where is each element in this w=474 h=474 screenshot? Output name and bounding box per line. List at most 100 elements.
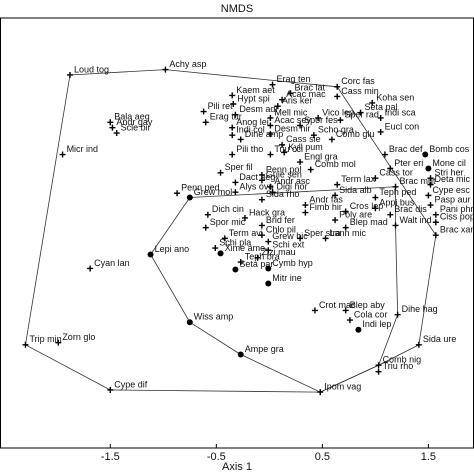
- species-point: [265, 238, 272, 245]
- species-point: [297, 122, 304, 129]
- point-label: Desm adi: [239, 104, 277, 114]
- point-label: Hypt spi: [237, 93, 270, 103]
- species-point: [375, 362, 382, 369]
- species-point: [230, 101, 237, 107]
- point-label: Sida alb: [339, 185, 372, 195]
- species-point: [307, 166, 314, 173]
- species-point: [315, 114, 322, 121]
- species-point: [267, 114, 274, 121]
- point-label: Comb nig: [383, 355, 422, 365]
- point-label: Indi col: [236, 125, 265, 135]
- point-label: Pani phr: [440, 204, 474, 214]
- species-point: [342, 224, 349, 231]
- species-point: [317, 389, 324, 396]
- point-label: Dich cin: [212, 204, 244, 214]
- species-point: [432, 211, 439, 218]
- point-label: Micr ind: [67, 144, 99, 154]
- species-point: [107, 119, 114, 126]
- species-point: [258, 232, 265, 239]
- point-label: Stri her: [435, 168, 464, 178]
- species-point: [237, 136, 244, 143]
- species-point: [287, 90, 294, 97]
- species-point: [109, 124, 116, 131]
- point-label: Scho gra: [318, 125, 354, 135]
- point-label: Chlo pil: [266, 225, 296, 235]
- point-label: Seta par: [239, 259, 273, 269]
- point-label: Kyll pum: [288, 142, 323, 152]
- species-point: [392, 183, 399, 190]
- point-label: Comb glu: [336, 129, 375, 139]
- species-point: [232, 111, 239, 118]
- point-label: Brac lat: [295, 83, 326, 93]
- point-label: Erag tur: [210, 112, 242, 122]
- point-label: Sper fil: [225, 162, 253, 172]
- point-label: Andr gay: [116, 117, 153, 127]
- species-point: [113, 130, 120, 137]
- point-label: Penn ped: [181, 183, 220, 193]
- site-point: [147, 251, 154, 258]
- species-point: [302, 209, 309, 216]
- point-label: Term lax: [341, 174, 376, 184]
- species-point: [372, 205, 379, 212]
- point-label: Engl gra: [304, 151, 338, 161]
- point-label: Indi sca: [385, 107, 416, 117]
- x-axis-label: Axis 1: [222, 461, 252, 473]
- species-point: [212, 245, 219, 252]
- species-point: [267, 122, 274, 129]
- species-point: [375, 368, 382, 375]
- point-label: Brac xan: [440, 225, 474, 235]
- species-point: [392, 222, 399, 229]
- point-label: Appi bus: [379, 198, 415, 208]
- species-point: [377, 128, 384, 135]
- point-label: Teph ped: [379, 187, 416, 197]
- point-label: Bomb cos: [429, 144, 470, 154]
- point-label: Scle bir: [121, 122, 151, 132]
- species-point: [342, 208, 349, 215]
- point-label: Mell mic: [274, 107, 307, 117]
- point-label: Cass tor: [379, 168, 413, 178]
- point-label: Guie sen: [266, 170, 302, 180]
- species-point: [232, 179, 239, 186]
- site-point: [265, 265, 272, 272]
- point-label: Corc fas: [341, 76, 375, 86]
- species-point: [22, 341, 29, 348]
- point-label: Ampe gra: [245, 344, 284, 354]
- species-point: [281, 149, 288, 156]
- point-label: Teph bra: [245, 251, 280, 261]
- site-point: [265, 280, 272, 287]
- point-label: Dine amp: [245, 129, 284, 139]
- point-label: Andr fas: [309, 194, 343, 204]
- point-label: Alys ova: [239, 182, 273, 192]
- point-label: Cymb hyp: [272, 258, 313, 268]
- point-label: Sida ure: [423, 334, 457, 344]
- point-label: Cyan lan: [94, 258, 130, 268]
- x-tick-label: 1.5: [421, 451, 436, 463]
- species-point: [204, 211, 211, 218]
- species-point: [357, 109, 364, 116]
- point-label: Loud tog: [74, 64, 109, 74]
- point-label: Blep mad: [350, 217, 388, 227]
- point-label: Hack gra: [249, 207, 285, 217]
- point-label: Ipom vag: [324, 381, 361, 391]
- species-point: [346, 317, 353, 324]
- species-point: [387, 165, 394, 172]
- point-label: Sper stra: [304, 228, 341, 238]
- species-point: [427, 202, 434, 209]
- species-point: [279, 96, 286, 103]
- point-label: Deta mic: [435, 174, 471, 184]
- species-point: [217, 169, 224, 176]
- species-point: [387, 211, 394, 218]
- chart-title: NMDS: [221, 3, 253, 15]
- point-label: Seta pal: [365, 102, 398, 112]
- species-point: [302, 202, 309, 209]
- species-point: [269, 81, 276, 88]
- point-label: Blep aby: [350, 300, 386, 310]
- point-label: Aris ker: [282, 96, 313, 106]
- species-point: [254, 254, 261, 261]
- species-point: [269, 189, 276, 196]
- point-label: Mone cil: [432, 158, 466, 168]
- x-tick-label: -0.5: [207, 451, 226, 463]
- point-label: Dihe hag: [402, 304, 438, 314]
- point-label: Lann mic: [330, 228, 367, 238]
